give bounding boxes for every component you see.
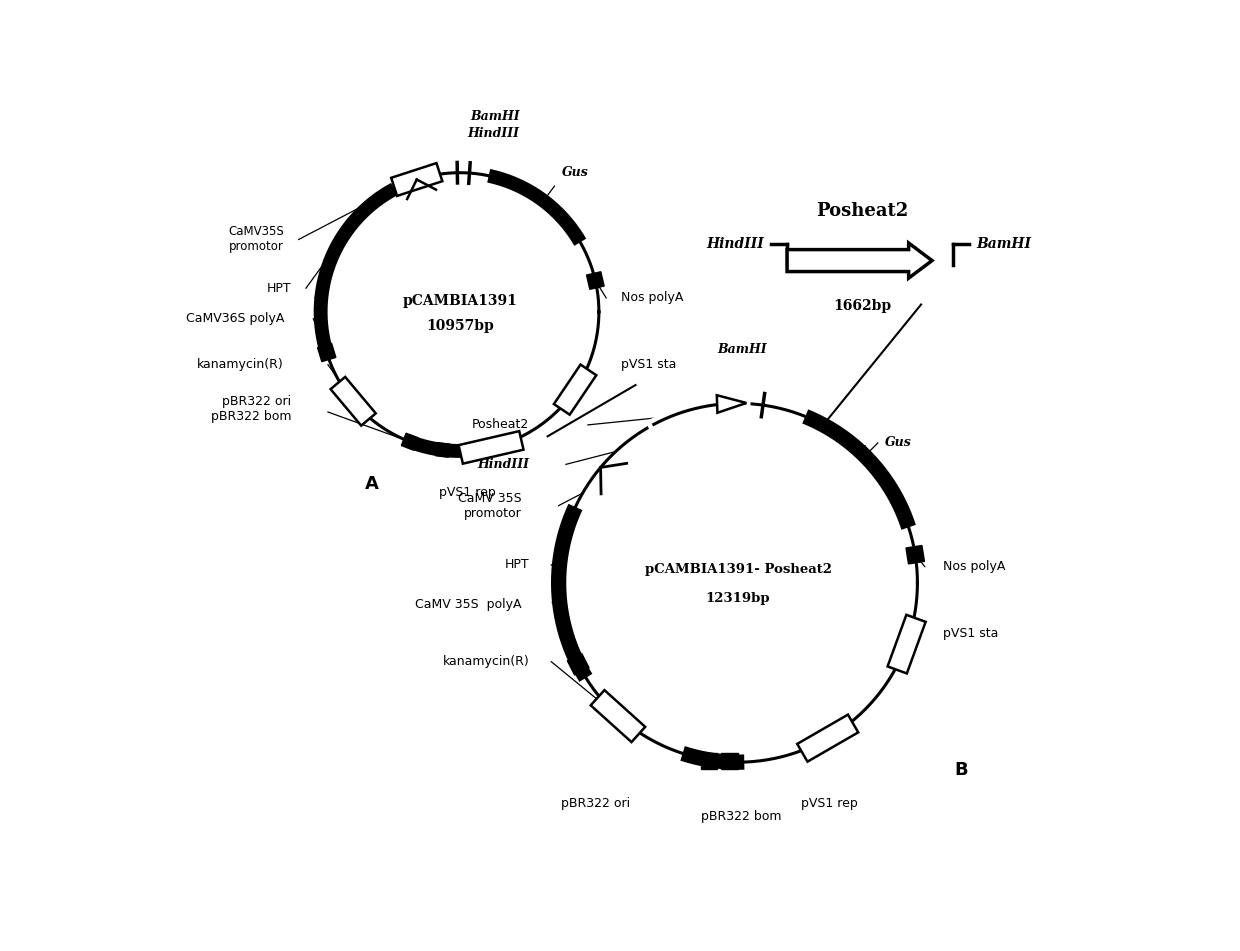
Polygon shape [854, 445, 879, 471]
Polygon shape [435, 442, 450, 457]
Text: HindIII: HindIII [467, 127, 520, 141]
Text: Nos polyA: Nos polyA [944, 560, 1006, 573]
Polygon shape [532, 190, 554, 209]
Polygon shape [459, 431, 523, 464]
Polygon shape [315, 276, 326, 301]
Text: kanamycin(R): kanamycin(R) [197, 359, 284, 371]
Text: Gus: Gus [885, 437, 911, 450]
Polygon shape [552, 575, 567, 603]
Polygon shape [391, 164, 443, 196]
Text: Posheat2: Posheat2 [472, 418, 529, 432]
Text: pBR322 ori
pBR322 bom: pBR322 ori pBR322 bom [211, 396, 291, 423]
Text: HPT: HPT [267, 281, 291, 295]
Polygon shape [554, 364, 596, 415]
Polygon shape [717, 396, 746, 413]
Text: pBR322 bom: pBR322 bom [702, 810, 782, 823]
Text: pVS1 rep: pVS1 rep [801, 797, 858, 810]
Text: Posheat2: Posheat2 [816, 203, 909, 221]
Text: 1662bp: 1662bp [833, 299, 892, 313]
Polygon shape [797, 714, 858, 762]
Polygon shape [906, 546, 925, 564]
Text: HindIII: HindIII [477, 457, 529, 471]
Text: BamHI: BamHI [976, 238, 1030, 251]
Polygon shape [590, 690, 645, 742]
Text: pBR322 ori: pBR322 ori [562, 797, 630, 810]
Text: HindIII: HindIII [706, 238, 764, 251]
Text: HPT: HPT [505, 558, 529, 572]
Text: 12319bp: 12319bp [706, 592, 770, 606]
Text: Nos polyA: Nos polyA [621, 291, 683, 304]
FancyArrow shape [787, 243, 932, 278]
Text: Gus: Gus [562, 165, 589, 179]
Text: CaMV36S polyA: CaMV36S polyA [186, 312, 284, 325]
Text: pCAMBIA1391: pCAMBIA1391 [402, 294, 517, 308]
Text: pVS1 rep: pVS1 rep [439, 486, 496, 499]
Text: CaMV35S
promotor: CaMV35S promotor [228, 225, 284, 254]
Text: A: A [365, 475, 379, 493]
Text: BamHI: BamHI [471, 110, 521, 123]
Polygon shape [317, 343, 336, 361]
Polygon shape [402, 434, 418, 450]
Text: CaMV 35S  polyA: CaMV 35S polyA [415, 598, 522, 611]
Polygon shape [568, 653, 589, 675]
Text: B: B [955, 761, 968, 779]
Bar [701, 753, 717, 769]
Text: CaMV 35S
promotor: CaMV 35S promotor [459, 492, 522, 519]
Text: pCAMBIA1391- Posheat2: pCAMBIA1391- Posheat2 [645, 563, 832, 576]
Polygon shape [888, 615, 925, 673]
Polygon shape [331, 377, 376, 426]
Bar [722, 753, 738, 769]
Text: BamHI: BamHI [717, 342, 766, 356]
Polygon shape [587, 272, 604, 289]
Text: kanamycin(R): kanamycin(R) [443, 655, 529, 669]
Text: 10957bp: 10957bp [425, 320, 494, 334]
Text: pVS1 sta: pVS1 sta [621, 359, 676, 371]
Text: pVS1 sta: pVS1 sta [944, 627, 998, 639]
